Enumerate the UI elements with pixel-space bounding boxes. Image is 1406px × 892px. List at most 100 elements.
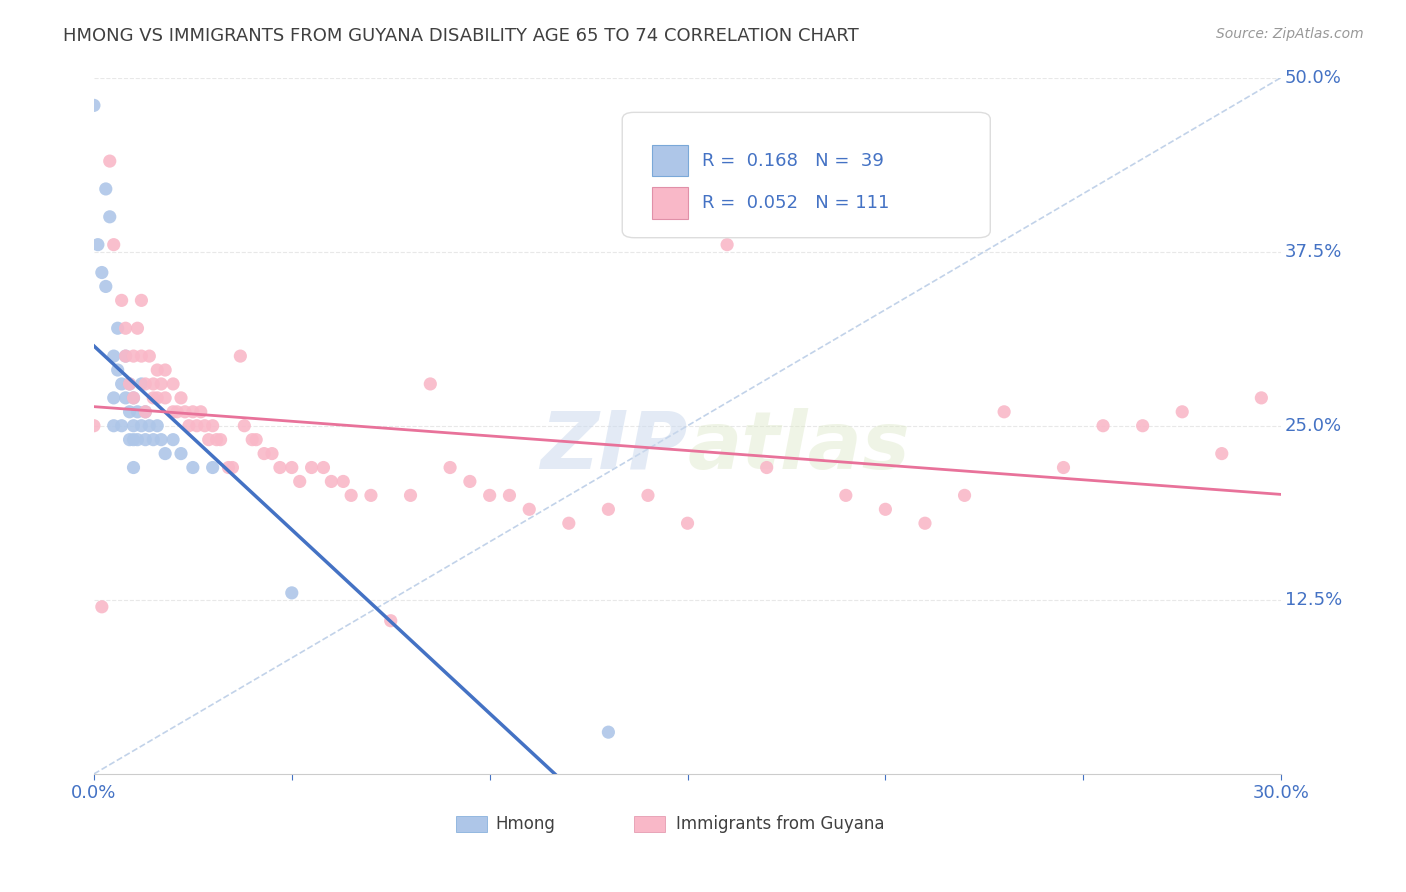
Point [111, 376, 134, 391]
Point [321, 475, 343, 489]
Point [114, 321, 136, 335]
Point [517, 502, 540, 516]
Point [87, 237, 110, 252]
Point [138, 418, 160, 433]
Point [111, 293, 134, 308]
Point [146, 418, 169, 433]
Point [138, 349, 160, 363]
FancyBboxPatch shape [652, 145, 688, 177]
Point [755, 460, 778, 475]
Point [875, 502, 897, 516]
Point [122, 418, 145, 433]
Point [312, 460, 335, 475]
Point [118, 376, 141, 391]
Point [122, 349, 145, 363]
Text: R =  0.168   N =  39: R = 0.168 N = 39 [702, 152, 883, 169]
Point [245, 433, 267, 447]
Text: 12.5%: 12.5% [1285, 591, 1341, 609]
Point [197, 433, 219, 447]
Point [90, 266, 112, 280]
Point [221, 460, 243, 475]
Point [201, 418, 224, 433]
Point [122, 460, 145, 475]
Point [478, 488, 501, 502]
Point [118, 433, 141, 447]
Point [90, 599, 112, 614]
Point [380, 614, 402, 628]
Point [103, 391, 125, 405]
Point [142, 433, 165, 447]
Point [146, 363, 169, 377]
Point [269, 460, 291, 475]
Point [558, 516, 581, 531]
Point [716, 237, 738, 252]
Point [153, 391, 176, 405]
Text: Immigrants from Guyana: Immigrants from Guyana [676, 815, 884, 833]
Point [114, 349, 136, 363]
Point [153, 363, 176, 377]
Text: ZIP: ZIP [540, 408, 688, 485]
Point [209, 433, 232, 447]
Point [122, 391, 145, 405]
Point [186, 418, 208, 433]
Point [676, 516, 699, 531]
FancyBboxPatch shape [652, 187, 688, 219]
Point [1092, 418, 1115, 433]
Point [122, 433, 145, 447]
Point [419, 376, 441, 391]
Point [150, 433, 173, 447]
Point [914, 516, 936, 531]
Text: Hmong: Hmong [495, 815, 555, 833]
Point [281, 460, 304, 475]
Point [1132, 418, 1154, 433]
Point [127, 405, 149, 419]
Text: 37.5%: 37.5% [1285, 243, 1343, 260]
Point [181, 405, 204, 419]
Point [98, 154, 121, 169]
Point [162, 405, 184, 419]
Point [83, 418, 105, 433]
Point [134, 405, 156, 419]
Point [134, 405, 156, 419]
Point [1250, 391, 1272, 405]
Point [1052, 460, 1074, 475]
Text: HMONG VS IMMIGRANTS FROM GUYANA DISABILITY AGE 65 TO 74 CORRELATION CHART: HMONG VS IMMIGRANTS FROM GUYANA DISABILI… [63, 27, 859, 45]
Point [153, 447, 176, 461]
FancyBboxPatch shape [456, 816, 488, 831]
Point [218, 460, 240, 475]
Point [598, 502, 620, 516]
Point [131, 349, 153, 363]
Point [174, 405, 197, 419]
Point [103, 349, 125, 363]
Text: atlas: atlas [688, 408, 910, 485]
Point [201, 460, 224, 475]
Point [127, 433, 149, 447]
Point [240, 433, 263, 447]
Text: R =  0.052   N = 111: R = 0.052 N = 111 [702, 194, 889, 212]
Point [166, 405, 188, 419]
Point [301, 460, 323, 475]
Point [94, 279, 117, 293]
Point [131, 293, 153, 308]
Point [993, 405, 1015, 419]
Point [637, 488, 659, 502]
Point [399, 488, 422, 502]
Point [177, 418, 200, 433]
Point [103, 237, 125, 252]
Text: 25.0%: 25.0% [1285, 417, 1341, 434]
Point [118, 405, 141, 419]
Point [111, 418, 134, 433]
Point [83, 98, 105, 112]
Point [340, 488, 363, 502]
Point [103, 418, 125, 433]
Point [114, 391, 136, 405]
Point [281, 586, 304, 600]
Point [142, 391, 165, 405]
Point [114, 349, 136, 363]
Point [94, 182, 117, 196]
Point [170, 391, 193, 405]
Point [134, 376, 156, 391]
Point [190, 405, 212, 419]
Point [233, 418, 256, 433]
Point [253, 447, 276, 461]
